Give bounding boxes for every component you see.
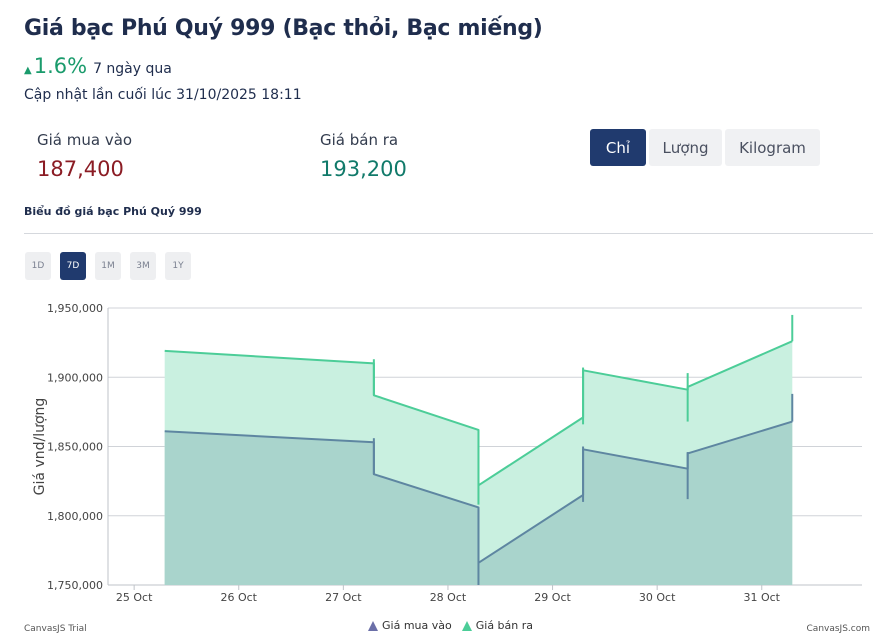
legend-item-sell[interactable]: Giá bán ra <box>461 619 534 632</box>
buy-area <box>164 421 793 585</box>
range-button-1d[interactable]: 1D <box>25 252 51 280</box>
price-change: ▲ 1.6% 7 ngày qua <box>24 54 172 78</box>
legend-item-buy[interactable]: Giá mua vào <box>368 619 452 632</box>
change-period: 7 ngày qua <box>93 61 172 77</box>
range-selector: 1D 7D 1M 3M 1Y <box>25 252 191 280</box>
legend-buy-label: Giá mua vào <box>382 619 452 632</box>
chart-title: Biểu đồ giá bạc Phú Quý 999 <box>24 205 202 218</box>
legend-sell-label: Giá bán ra <box>475 619 534 632</box>
x-tick-label: 25 Oct <box>116 591 153 604</box>
chart-legend: Giá mua vào Giá bán ra <box>368 619 533 632</box>
unit-selector: Chỉ Lượng Kilogram <box>590 129 820 166</box>
divider <box>24 233 873 234</box>
sell-price-value: 193,200 <box>320 157 407 181</box>
range-button-3m[interactable]: 3M <box>130 252 156 280</box>
page-title: Giá bạc Phú Quý 999 (Bạc thỏi, Bạc miếng… <box>24 16 543 41</box>
change-percent: 1.6% <box>33 54 88 78</box>
credit-right[interactable]: CanvasJS.com <box>806 624 870 634</box>
y-tick-label: 1,800,000 <box>47 510 103 523</box>
x-tick-label: 27 Oct <box>325 591 362 604</box>
unit-button-kilogram[interactable]: Kilogram <box>725 129 820 166</box>
x-tick-label: 29 Oct <box>534 591 571 604</box>
unit-button-chi[interactable]: Chỉ <box>590 129 646 166</box>
last-updated: Cập nhật lần cuối lúc 31/10/2025 18:11 <box>24 87 302 103</box>
up-arrow-icon: ▲ <box>24 65 32 76</box>
range-button-7d[interactable]: 7D <box>60 252 86 280</box>
x-tick-label: 28 Oct <box>430 591 467 604</box>
x-tick-label: 30 Oct <box>639 591 676 604</box>
buy-price-label: Giá mua vào <box>37 131 133 149</box>
y-axis-title: Giá vnd/lượng <box>32 398 48 496</box>
legend-buy-marker-icon <box>368 620 378 631</box>
unit-button-luong[interactable]: Lượng <box>649 129 722 166</box>
y-tick-label: 1,950,000 <box>47 302 103 315</box>
price-chart: 1,750,000 1,800,000 1,850,000 1,900,000 1,95… <box>32 302 862 604</box>
y-tick-label: 1,850,000 <box>47 441 103 454</box>
y-tick-label: 1,900,000 <box>47 371 103 384</box>
x-tick-label: 26 Oct <box>220 591 257 604</box>
y-tick-label: 1,750,000 <box>47 579 103 592</box>
buy-price-value: 187,400 <box>37 157 124 181</box>
x-tick-label: 31 Oct <box>743 591 780 604</box>
range-button-1m[interactable]: 1M <box>95 252 121 280</box>
sell-price-label: Giá bán ra <box>320 131 399 149</box>
credit-left: CanvasJS Trial <box>24 624 87 634</box>
legend-sell-marker-icon <box>461 620 472 631</box>
range-button-1y[interactable]: 1Y <box>165 252 191 280</box>
